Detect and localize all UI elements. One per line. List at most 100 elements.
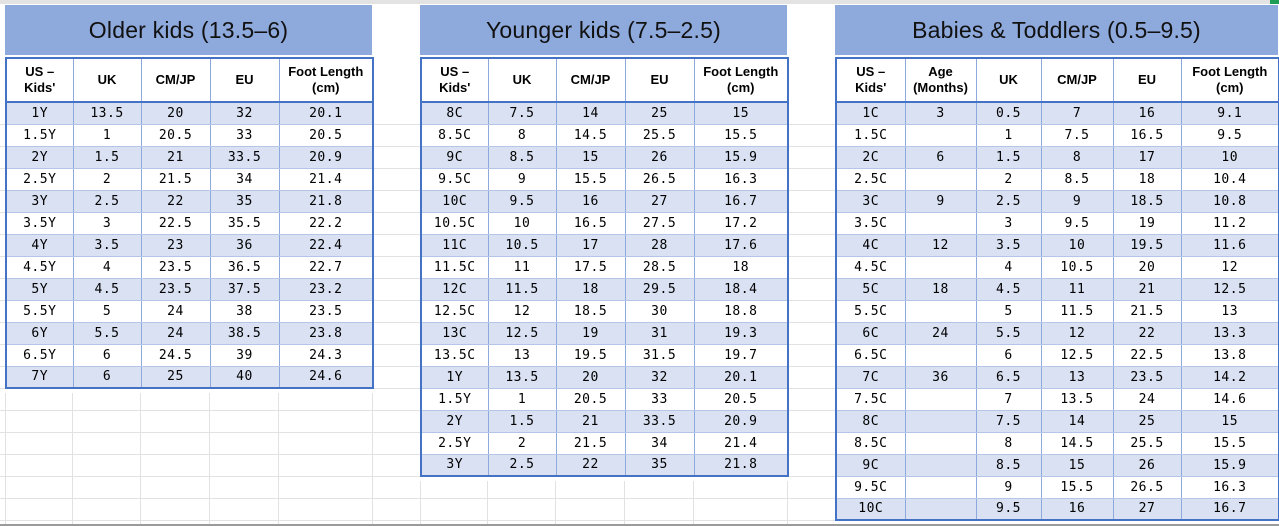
table-cell[interactable]: 9C [420, 145, 489, 169]
table-cell[interactable]: 14.6 [1180, 387, 1279, 411]
table-cell[interactable]: 21.5 [555, 431, 626, 455]
table-cell[interactable]: 16.7 [693, 189, 789, 213]
table-cell[interactable]: 16.3 [693, 167, 789, 191]
table-cell[interactable]: 10C [420, 189, 489, 213]
table-cell[interactable]: 23.5 [1112, 365, 1182, 389]
table-cell[interactable]: 35 [209, 189, 280, 213]
table-cell[interactable]: 19.3 [693, 321, 789, 345]
table-cell[interactable]: 10.5C [420, 211, 489, 235]
table-title[interactable]: Younger kids (7.5–2.5) [420, 5, 787, 55]
table-cell[interactable]: 6Y [5, 321, 74, 345]
table-cell[interactable]: 7 [975, 387, 1042, 411]
table-cell[interactable]: 24 [904, 321, 977, 345]
table-cell[interactable]: 14 [1040, 409, 1114, 433]
table-cell[interactable]: 12.5 [1180, 277, 1279, 301]
column-header[interactable]: UK [975, 57, 1042, 103]
table-cell[interactable]: 8.5C [420, 123, 489, 147]
table-cell[interactable]: 2C [835, 145, 906, 169]
column-header[interactable]: CM/JP [1040, 57, 1114, 103]
table-cell[interactable]: 33 [624, 387, 695, 411]
table-cell[interactable]: 16 [1112, 101, 1182, 125]
table-cell[interactable]: 11.6 [1180, 233, 1279, 257]
table-cell[interactable]: 23 [140, 233, 211, 257]
table-cell[interactable]: 9C [835, 453, 906, 477]
table-cell[interactable]: 1 [72, 123, 142, 147]
table-cell[interactable]: 21 [555, 409, 626, 433]
table-cell[interactable]: 34 [209, 167, 280, 191]
table-cell[interactable]: 34 [624, 431, 695, 455]
column-header[interactable]: EU [624, 57, 695, 103]
table-cell[interactable]: 6 [72, 365, 142, 389]
table-cell[interactable]: 6.5 [975, 365, 1042, 389]
table-cell[interactable]: 23.5 [140, 255, 211, 279]
table-cell[interactable]: 1 [487, 387, 557, 411]
table-cell[interactable]: 18 [1112, 167, 1182, 191]
table-cell[interactable]: 20.5 [693, 387, 789, 411]
table-cell[interactable]: 11 [1040, 277, 1114, 301]
table-cell[interactable]: 1.5C [835, 123, 906, 147]
table-cell[interactable]: 35 [624, 453, 695, 477]
table-cell[interactable]: 3.5 [72, 233, 142, 257]
table-cell[interactable]: 1Y [420, 365, 489, 389]
table-cell[interactable]: 18 [904, 277, 977, 301]
table-cell[interactable]: 22.2 [278, 211, 374, 235]
table-cell[interactable]: 8.5 [975, 453, 1042, 477]
table-cell[interactable]: 17.2 [693, 211, 789, 235]
table-cell[interactable]: 23.8 [278, 321, 374, 345]
table-cell[interactable] [904, 431, 977, 455]
table-cell[interactable]: 18 [555, 277, 626, 301]
table-cell[interactable]: 4 [975, 255, 1042, 279]
table-cell[interactable]: 12.5C [420, 299, 489, 323]
table-cell[interactable]: 20 [555, 365, 626, 389]
table-cell[interactable]: 22 [1112, 321, 1182, 345]
table-cell[interactable]: 7 [1040, 101, 1114, 125]
table-cell[interactable] [904, 409, 977, 433]
table-cell[interactable]: 13C [420, 321, 489, 345]
table-cell[interactable]: 15 [1180, 409, 1279, 433]
table-cell[interactable]: 20 [1112, 255, 1182, 279]
table-cell[interactable]: 1.5 [487, 409, 557, 433]
table-cell[interactable]: 2Y [420, 409, 489, 433]
table-cell[interactable]: 10C [835, 497, 906, 521]
table-cell[interactable]: 17.6 [693, 233, 789, 257]
table-cell[interactable]: 3Y [5, 189, 74, 213]
table-cell[interactable] [904, 453, 977, 477]
table-cell[interactable]: 12C [420, 277, 489, 301]
table-cell[interactable]: 2Y [5, 145, 74, 169]
table-cell[interactable]: 40 [209, 365, 280, 389]
table-cell[interactable]: 35.5 [209, 211, 280, 235]
table-cell[interactable]: 16.5 [555, 211, 626, 235]
table-cell[interactable] [904, 475, 977, 499]
table-cell[interactable]: 16 [1040, 497, 1114, 521]
table-cell[interactable]: 15.5 [555, 167, 626, 191]
table-cell[interactable]: 24 [140, 321, 211, 345]
table-cell[interactable]: 17 [1112, 145, 1182, 169]
table-cell[interactable]: 1.5Y [420, 387, 489, 411]
table-cell[interactable]: 15.5 [1040, 475, 1114, 499]
table-cell[interactable]: 33.5 [624, 409, 695, 433]
table-cell[interactable]: 30 [624, 299, 695, 323]
table-cell[interactable]: 39 [209, 343, 280, 367]
table-cell[interactable]: 14.5 [555, 123, 626, 147]
table-cell[interactable]: 15.5 [693, 123, 789, 147]
table-cell[interactable]: 1C [835, 101, 906, 125]
table-cell[interactable]: 31.5 [624, 343, 695, 367]
table-cell[interactable]: 1.5 [72, 145, 142, 169]
table-cell[interactable]: 6 [975, 343, 1042, 367]
table-cell[interactable]: 10 [1180, 145, 1279, 169]
table-cell[interactable]: 9 [487, 167, 557, 191]
table-cell[interactable]: 15 [693, 101, 789, 125]
table-cell[interactable]: 12 [1040, 321, 1114, 345]
table-cell[interactable]: 9.5C [420, 167, 489, 191]
table-cell[interactable]: 26.5 [1112, 475, 1182, 499]
table-cell[interactable]: 37.5 [209, 277, 280, 301]
table-cell[interactable]: 24.6 [278, 365, 374, 389]
table-cell[interactable]: 9 [975, 475, 1042, 499]
table-cell[interactable]: 8 [975, 431, 1042, 455]
table-cell[interactable]: 8C [420, 101, 489, 125]
table-cell[interactable]: 1.5 [975, 145, 1042, 169]
table-cell[interactable]: 9 [904, 189, 977, 213]
table-cell[interactable]: 31 [624, 321, 695, 345]
table-cell[interactable]: 5 [975, 299, 1042, 323]
table-cell[interactable]: 6.5C [835, 343, 906, 367]
